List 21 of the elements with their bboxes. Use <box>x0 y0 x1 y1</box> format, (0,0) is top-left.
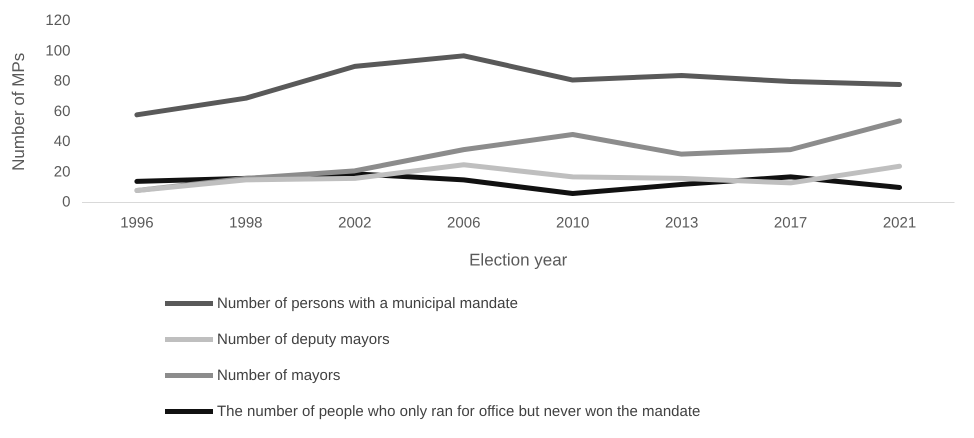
x-tick-label: 1996 <box>120 214 154 232</box>
x-tick-label: 2010 <box>556 214 590 232</box>
x-tick-label: 1998 <box>229 214 263 232</box>
x-axis-title: Election year <box>469 250 568 270</box>
legend-label: The number of people who only ran for office but never won the mandate <box>217 402 700 420</box>
y-tick-label: 20 <box>54 163 70 180</box>
y-tick-label: 0 <box>62 194 70 211</box>
x-tick-label: 2017 <box>774 214 808 232</box>
y-tick-label: 100 <box>45 42 70 60</box>
y-tick-label: 60 <box>54 102 70 120</box>
legend-label: Number of deputy mayors <box>217 330 390 348</box>
y-axis-title: Number of MPs <box>8 52 28 171</box>
x-tick-label: 2013 <box>664 214 698 232</box>
x-tick-label: 2021 <box>882 214 916 232</box>
x-tick-label: 2006 <box>447 214 480 232</box>
legend-label: Number of mayors <box>217 366 340 384</box>
y-tick-label: 120 <box>45 12 70 30</box>
legend-label: Number of persons with a municipal mandate <box>217 294 518 312</box>
x-tick-label: 2002 <box>338 214 372 232</box>
y-tick-label: 40 <box>54 133 70 150</box>
y-tick-label: 80 <box>54 72 70 90</box>
